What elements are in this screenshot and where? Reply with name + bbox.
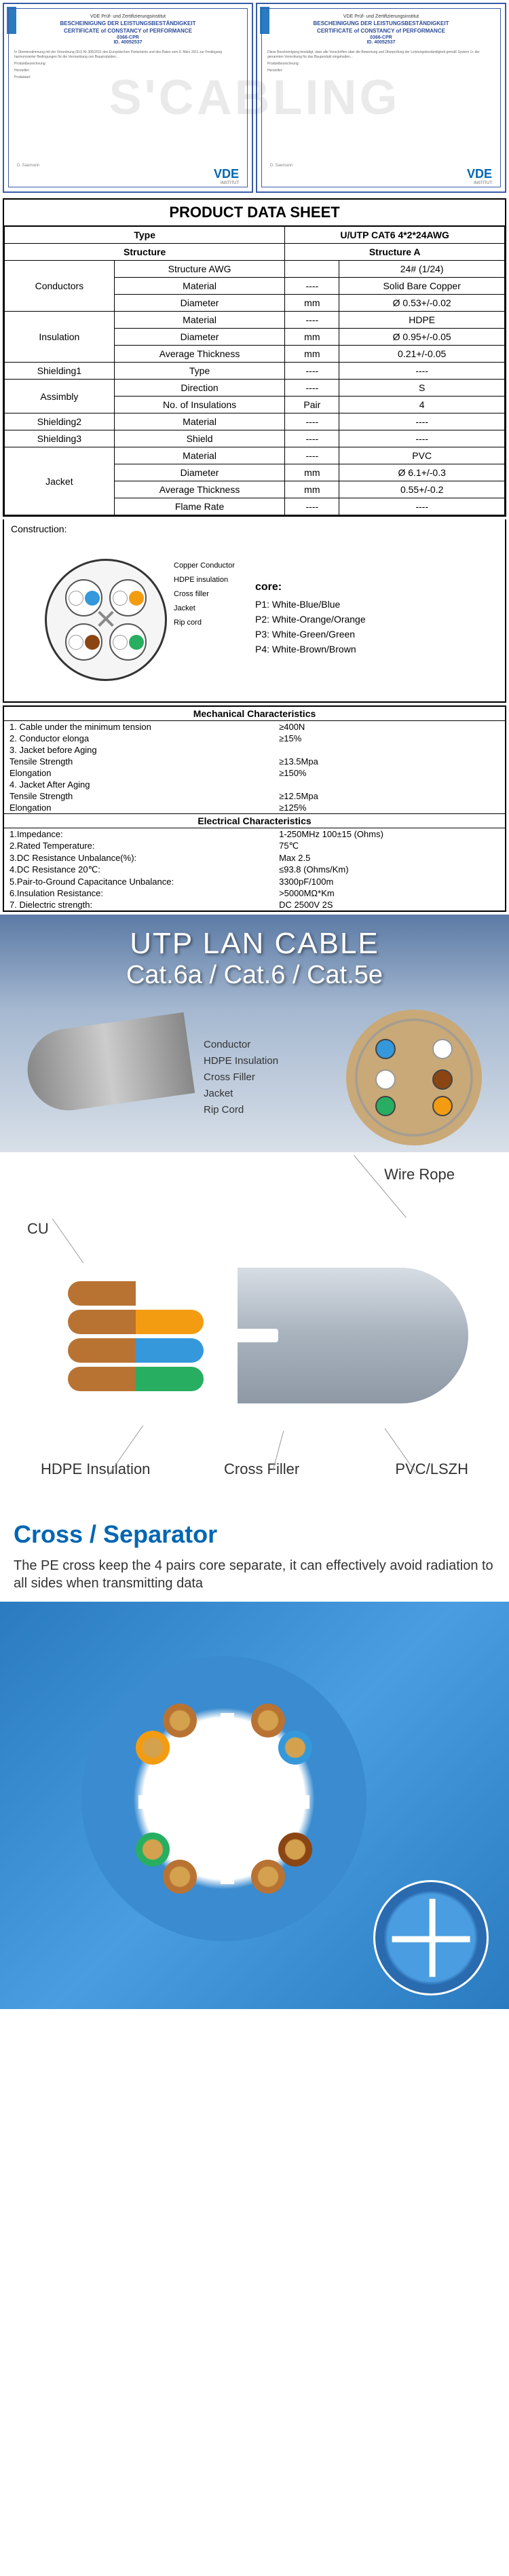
cert-title-de: BESCHEINIGUNG DER LEISTUNGSBESTÄNDIGKEIT — [14, 20, 242, 26]
product-datasheet: PRODUCT DATA SHEET TypeU/UTP CAT6 4*2*24… — [3, 198, 506, 517]
utp-lan-cable-block: UTP LAN CABLE Cat.6a / Cat.6 / Cat.5e Co… — [0, 915, 509, 1152]
separator-small-cross — [373, 1880, 489, 1995]
certificate-left: VDE Prüf- und Zertifizierungsinstitut BE… — [3, 3, 253, 193]
spec-row: 4.DC Resistance 20℃:≤93.8 (Ohms/Km) — [4, 864, 505, 876]
leader-labels: Copper Conductor HDPE insulation Cross f… — [174, 559, 235, 629]
utp-subtitle: Cat.6a / Cat.6 / Cat.5e — [0, 961, 509, 990]
spec-row: 4. Jacket After Aging — [4, 779, 505, 790]
label-cross-filler: Cross Filler — [224, 1460, 299, 1478]
core-legend: core: P1: White-Blue/Blue P2: White-Oran… — [255, 581, 366, 659]
utp-callouts: Conductor HDPE Insulation Cross Filler J… — [204, 1037, 278, 1118]
cross-icon: ✕ — [94, 604, 117, 636]
spec-row: 1.Impedance:1-250MHz 100±15 (Ohms) — [4, 828, 505, 840]
spec-row: 3.DC Resistance Unbalance(%):Max 2.5 — [4, 852, 505, 864]
cable-jacket-circle: ✕ — [45, 559, 167, 681]
datasheet-title: PRODUCT DATA SHEET — [4, 200, 505, 226]
label-wire-rope: Wire Rope — [384, 1166, 455, 1183]
spec-row: Elongation≥150% — [4, 767, 505, 779]
separator-title: Cross / Separator — [0, 1512, 509, 1557]
characteristics-box: Mechanical Characteristics 1. Cable unde… — [3, 705, 506, 912]
cert-title-en: CERTIFICATE of CONSTANCY of PERFORMANCE — [267, 28, 495, 34]
spec-row: 2.Rated Temperature:75℃ — [4, 840, 505, 852]
cert-id: ID. 40052537 — [267, 40, 495, 45]
spec-row: 7. Dielectric strength:DC 2500V 2S — [4, 899, 505, 910]
construction-diagram: ✕ Copper Conductor HDPE insulation Cross… — [3, 538, 506, 703]
cert-ref: 0366-CPR — [14, 35, 242, 40]
utp-cross-section — [346, 1010, 482, 1145]
spec-row: 1. Cable under the minimum tension≥400N — [4, 721, 505, 733]
vde-sub: INSTITUT — [474, 181, 492, 185]
label-pvc: PVC/LSZH — [395, 1460, 468, 1478]
vde-sub: INSTITUT — [221, 181, 239, 185]
spec-row: 6.Insulation Resistance:>5000MΩ*Km — [4, 887, 505, 899]
spec-row: 5.Pair-to-Ground Capacitance Unbalance:3… — [4, 876, 505, 887]
datasheet-table: TypeU/UTP CAT6 4*2*24AWGStructureStructu… — [4, 226, 505, 515]
certificates-row: S'CABLING VDE Prüf- und Zertifizierungsi… — [0, 0, 509, 196]
vde-logo: VDE — [467, 167, 492, 181]
certificate-right: VDE Prüf- und Zertifizierungsinstitut BE… — [256, 3, 506, 193]
mech-title: Mechanical Characteristics — [4, 707, 505, 721]
spec-row: 3. Jacket before Aging — [4, 744, 505, 756]
core-title: core: — [255, 581, 366, 593]
separator-image — [0, 1602, 509, 2009]
cert-ref: 0366-CPR — [267, 35, 495, 40]
cable-cutaway: Wire Rope CU HDPE Insulation Cross Fille… — [0, 1152, 509, 1512]
cross-separator-section: Cross / Separator The PE cross keep the … — [0, 1512, 509, 2009]
utp-cable-illustration — [22, 1012, 195, 1116]
cert-head: VDE Prüf- und Zertifizierungsinstitut — [267, 14, 495, 19]
elec-title: Electrical Characteristics — [4, 813, 505, 828]
cert-id: ID. 40052537 — [14, 40, 242, 45]
cert-sign: D. Saemann — [17, 164, 39, 168]
cross-filler-element — [217, 1329, 278, 1342]
spec-row: Elongation≥125% — [4, 802, 505, 813]
spec-row: 2. Conductor elonga≥15% — [4, 733, 505, 744]
twisted-pairs — [68, 1281, 217, 1390]
label-hdpe: HDPE Insulation — [41, 1460, 150, 1478]
spec-row: Tensile Strength≥13.5Mpa — [4, 756, 505, 767]
separator-main-cross — [81, 1656, 366, 1941]
label-cu: CU — [27, 1220, 49, 1238]
cert-head: VDE Prüf- und Zertifizierungsinstitut — [14, 14, 242, 19]
cert-title-de: BESCHEINIGUNG DER LEISTUNGSBESTÄNDIGKEIT — [267, 20, 495, 26]
construction-label: Construction: — [3, 519, 506, 538]
spec-row: Tensile Strength≥12.5Mpa — [4, 790, 505, 802]
separator-desc: The PE cross keep the 4 pairs core separ… — [0, 1557, 509, 1602]
utp-title: UTP LAN CABLE — [0, 927, 509, 961]
cert-title-en: CERTIFICATE of CONSTANCY of PERFORMANCE — [14, 28, 242, 34]
cert-sign: D. Saemann — [270, 164, 293, 168]
vde-logo: VDE — [214, 167, 239, 181]
